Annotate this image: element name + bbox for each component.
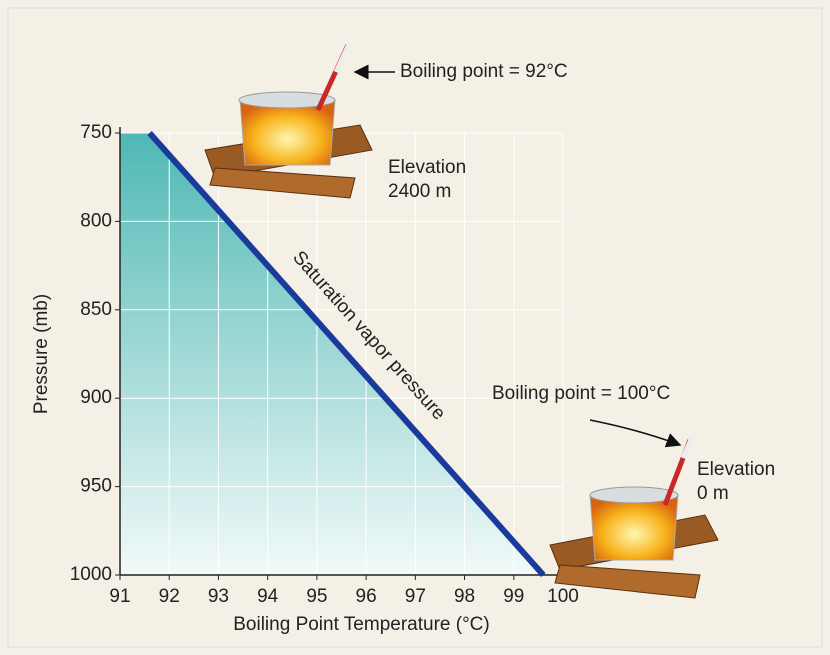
pot-illustration-bottom	[549, 419, 719, 599]
y-tick-label: 750	[80, 122, 112, 143]
x-tick-label: 98	[454, 586, 475, 607]
annotation: Boiling point = 92°C	[400, 61, 568, 82]
x-tick-label: 95	[306, 586, 327, 607]
x-tick-label: 97	[405, 586, 426, 607]
x-tick-label: 99	[503, 586, 524, 607]
y-tick-label: 800	[80, 210, 112, 231]
annotation: Boiling point = 100°C	[492, 383, 670, 404]
x-tick-label: 100	[547, 586, 579, 607]
pot-illustration-top	[204, 40, 395, 199]
area-fill	[120, 133, 544, 575]
annotation: 0 m	[697, 483, 729, 504]
x-tick-label: 91	[109, 586, 130, 607]
annotation: Elevation	[388, 157, 466, 178]
line	[147, 131, 546, 577]
frame	[7, 7, 823, 648]
x-tick-label: 92	[159, 586, 180, 607]
annotation: 2400 m	[388, 181, 451, 202]
annotation: Elevation	[697, 459, 775, 480]
y-tick-label: 900	[80, 387, 112, 408]
x-tick-label: 94	[257, 586, 279, 607]
y-tick-label: 1000	[70, 564, 112, 585]
y-axis-title: Pressure (mb)	[31, 294, 52, 414]
y-tick-label: 850	[80, 299, 112, 320]
y-tick-label: 950	[80, 476, 112, 497]
x-tick-label: 93	[208, 586, 229, 607]
x-axis-title: Boiling Point Temperature (°C)	[233, 614, 489, 635]
x-tick-label: 96	[356, 586, 377, 607]
